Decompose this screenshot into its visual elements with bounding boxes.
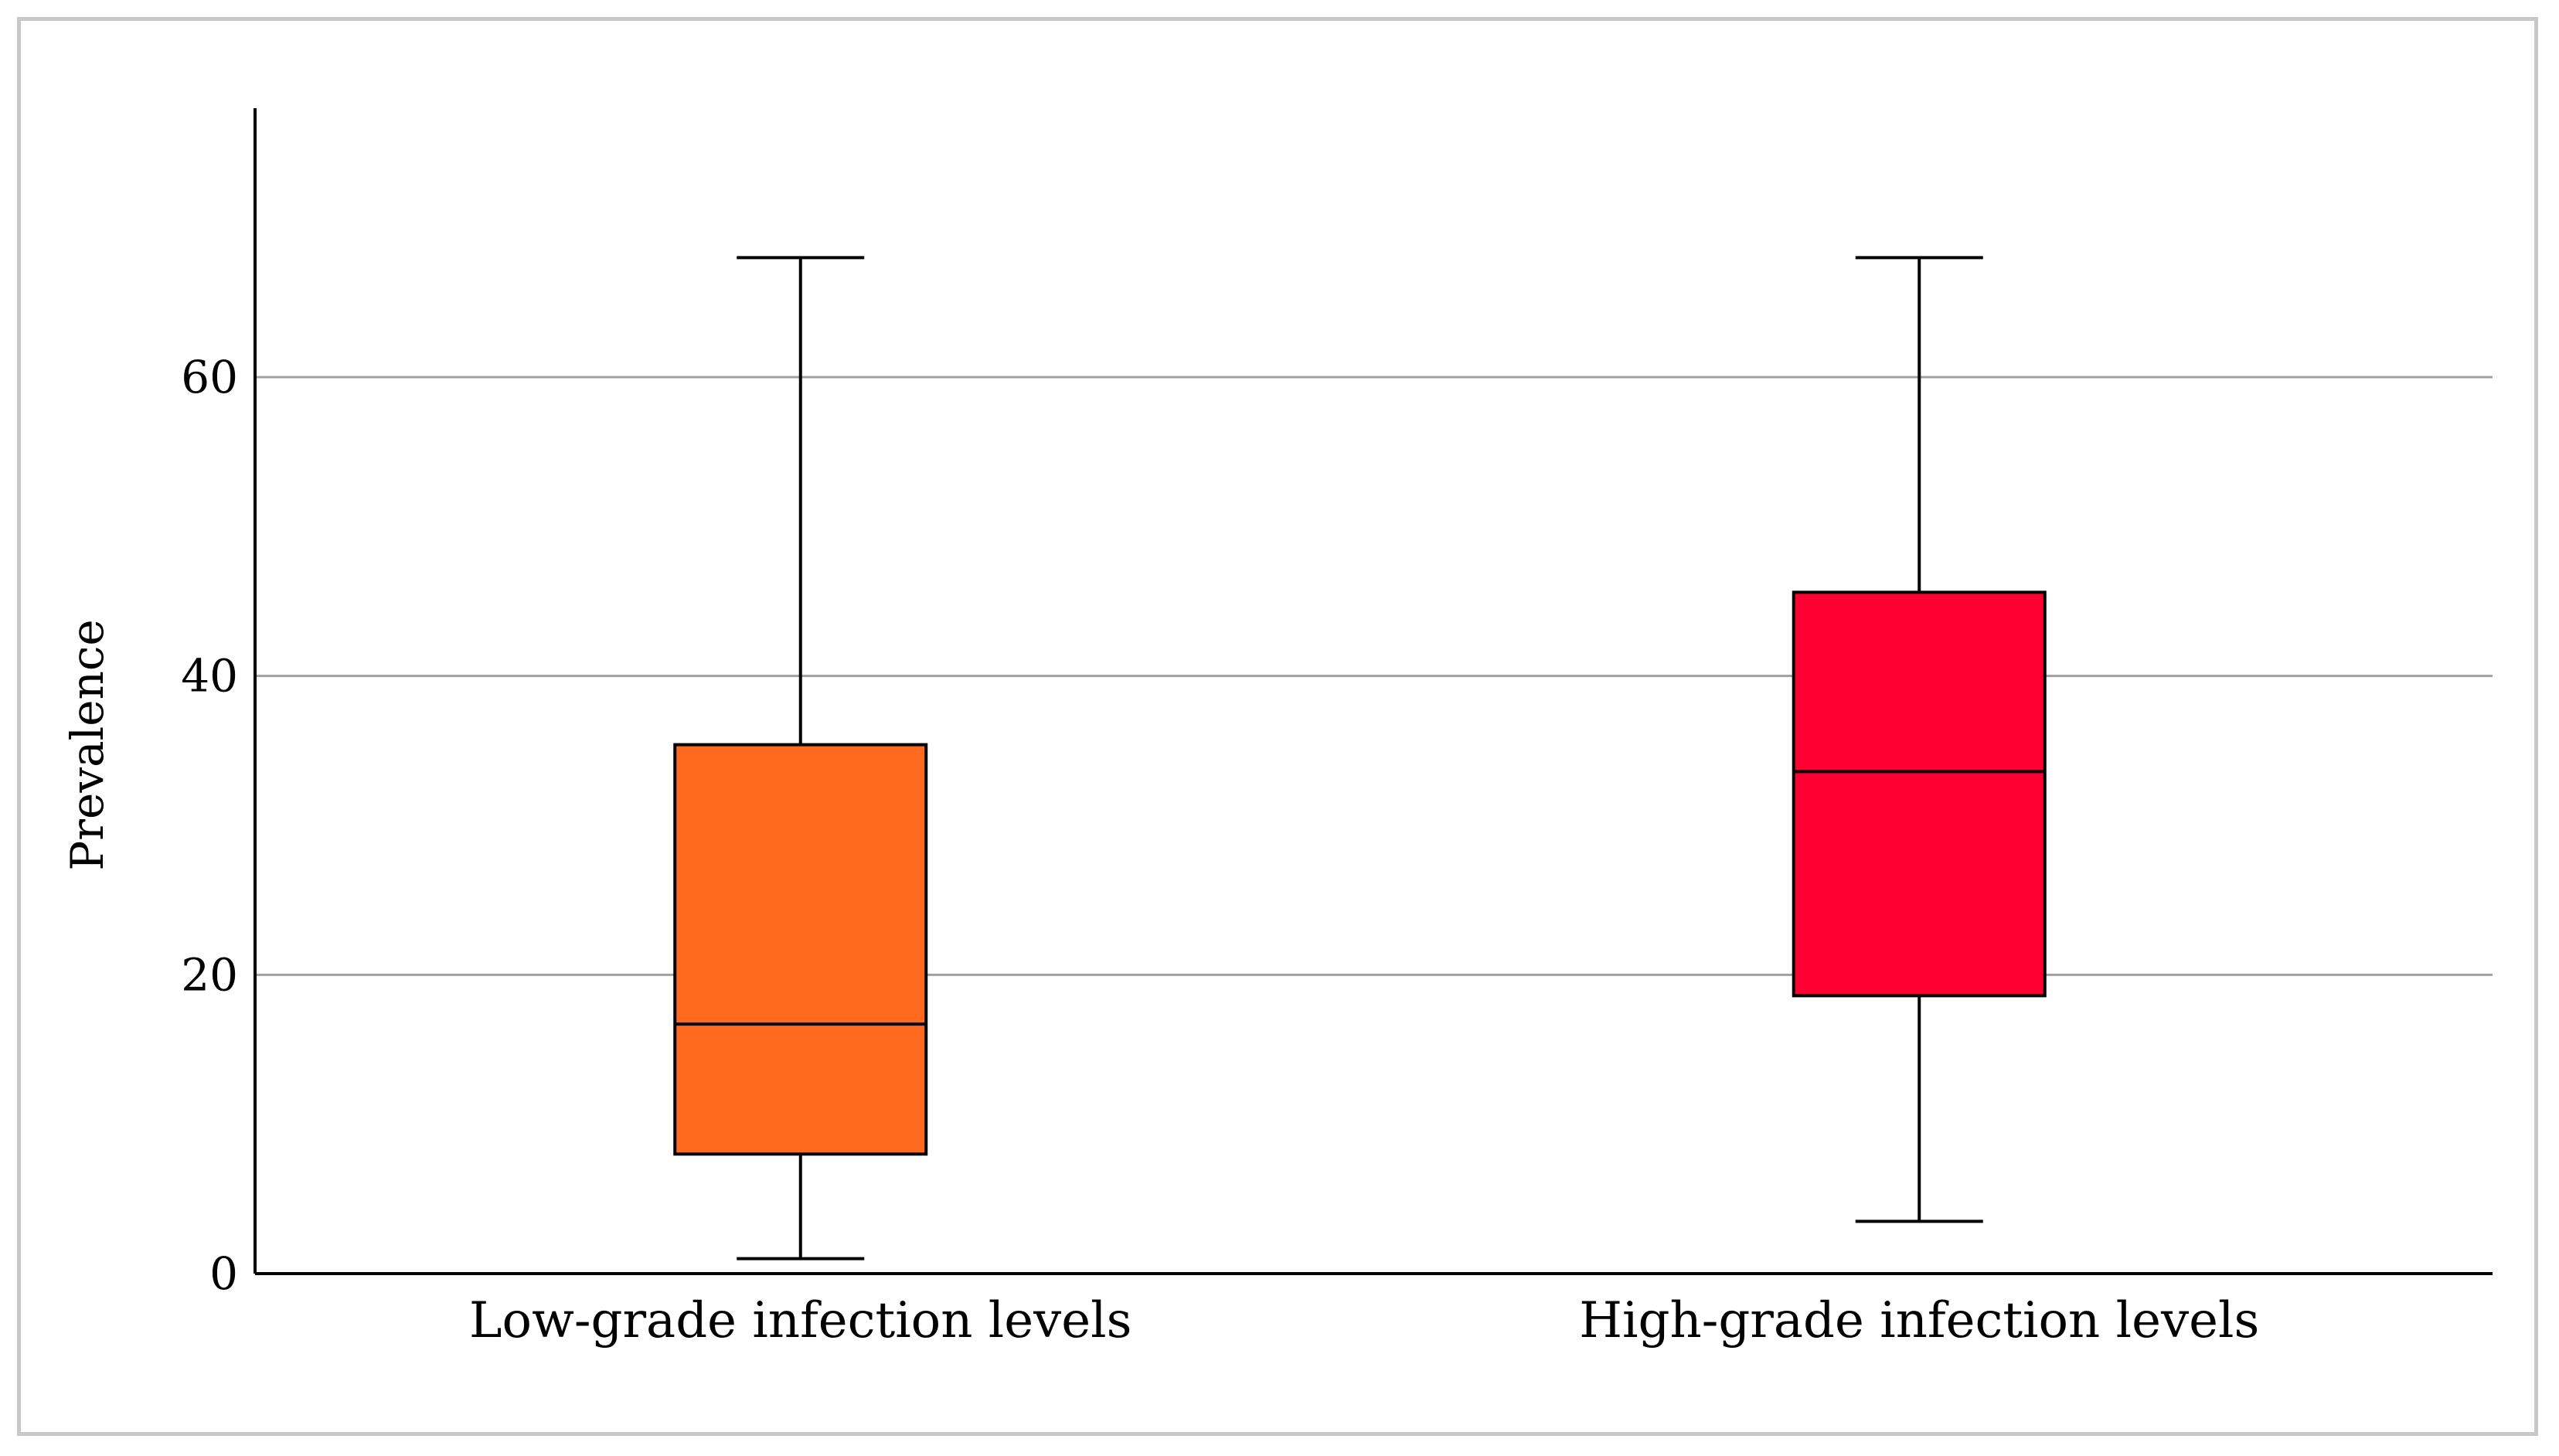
x-tick-labels: Low-grade infection levels High-grade inf… bbox=[469, 1292, 2259, 1349]
y-tick-labels: 0 20 40 60 bbox=[181, 351, 238, 1300]
chart-frame bbox=[17, 17, 2538, 1436]
x-tick-label: High-grade infection levels bbox=[1579, 1292, 2259, 1349]
boxes bbox=[673, 256, 2047, 1260]
iqr-box bbox=[673, 743, 928, 1156]
box-group bbox=[673, 256, 928, 1260]
axes bbox=[254, 108, 2493, 1275]
iqr-box bbox=[1792, 590, 2047, 998]
y-tick-label: 40 bbox=[181, 650, 238, 702]
y-tick-label: 60 bbox=[181, 351, 238, 403]
gridlines bbox=[255, 376, 2493, 976]
y-tick-label: 20 bbox=[181, 948, 238, 1001]
x-tick-label: Low-grade infection levels bbox=[469, 1292, 1131, 1349]
box-group bbox=[1792, 256, 2047, 1223]
y-tick-label: 0 bbox=[209, 1247, 238, 1300]
y-axis-title: Prevalence bbox=[61, 619, 114, 870]
